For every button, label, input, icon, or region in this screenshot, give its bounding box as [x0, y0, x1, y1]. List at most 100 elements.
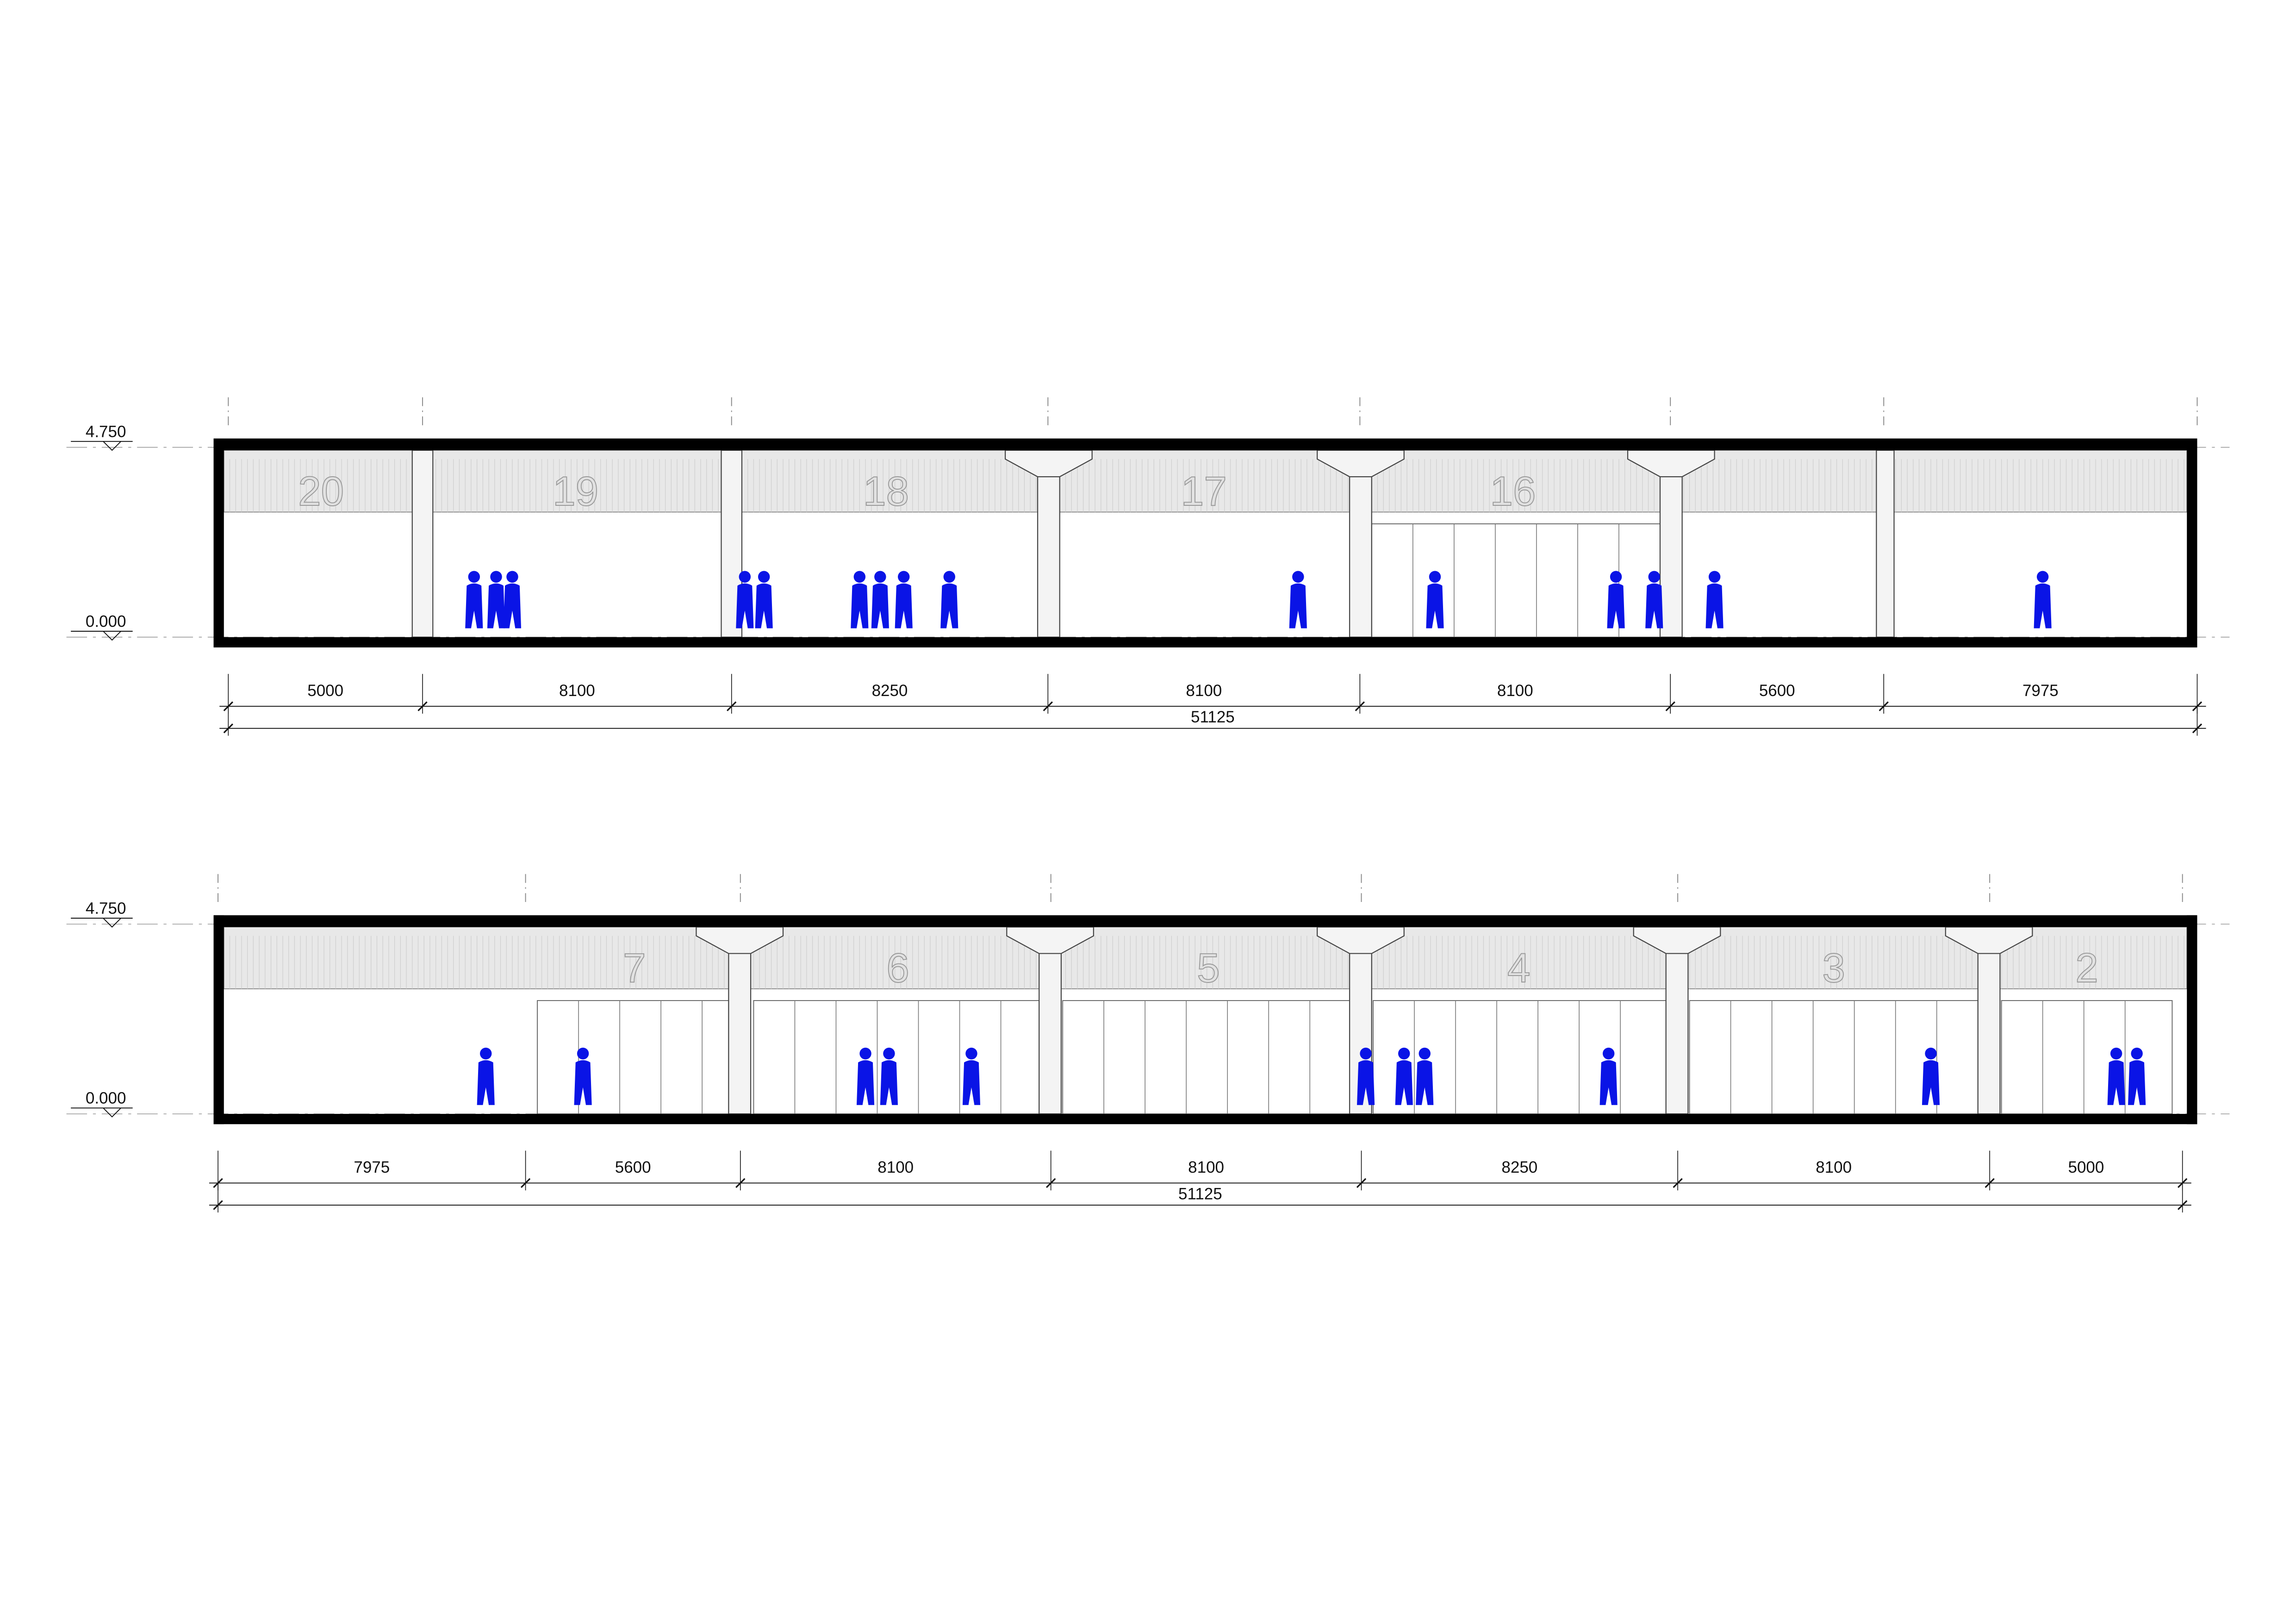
dimension-tick [223, 723, 233, 734]
person-head [758, 571, 770, 583]
person-body [880, 1060, 898, 1105]
glazing [1062, 1000, 1350, 1114]
dimension-label: 5000 [2068, 1158, 2104, 1176]
column [1349, 449, 1372, 638]
person-head [739, 571, 751, 583]
person-head [1648, 571, 1660, 583]
person-body [2034, 583, 2052, 628]
person-body [477, 1060, 495, 1105]
dimension-tick [1045, 1178, 1056, 1188]
dimension-label: 8100 [1188, 1158, 1224, 1176]
dimension-label: 7975 [354, 1158, 390, 1176]
column [728, 926, 752, 1115]
person-body [736, 583, 754, 628]
bay-number: 20 [298, 468, 344, 514]
bay-number: 5 [1197, 945, 1220, 991]
person-head [468, 571, 480, 583]
person-body [1705, 583, 1724, 628]
dimension-tick [417, 701, 428, 711]
dimension-tick [1355, 701, 1365, 711]
person-body [1607, 583, 1625, 628]
level-marker [103, 441, 121, 451]
roof-slab [213, 915, 2197, 927]
glazing [2001, 1000, 2173, 1114]
dimension-tick [735, 1178, 746, 1188]
bay-number: 19 [553, 468, 598, 514]
person-head [2131, 1047, 2143, 1060]
bay-number: 7 [623, 945, 646, 991]
person-body [1289, 583, 1307, 628]
dimension-label: 8100 [1497, 682, 1533, 700]
person-body [1426, 583, 1444, 628]
person-head [853, 571, 866, 583]
person-body [895, 583, 913, 628]
dimension-label: 8100 [1816, 1158, 1852, 1176]
dimension-label: 8100 [559, 682, 595, 700]
person-head [577, 1047, 589, 1060]
bay-number: 16 [1490, 468, 1536, 514]
section: 4.750 0.000 7 6 5 4 3 2 7975 5600 8100 8100 8250 8100… [66, 874, 2230, 1213]
person-head [1419, 1047, 1431, 1060]
person-head [897, 571, 910, 583]
dimension-tick [1985, 1178, 1995, 1188]
dimension-tick [1673, 1178, 1683, 1188]
bay-number: 18 [863, 468, 909, 514]
person-body [1922, 1060, 1940, 1105]
floor-slab [213, 637, 2197, 647]
section: 4.750 0.000 20 19 18 17 16 5000 8100 8250 8100 8100… [66, 397, 2230, 736]
person-head [874, 571, 886, 583]
ceiling-band [223, 927, 2188, 989]
dimension-tick [2192, 723, 2203, 734]
person-body [1416, 1060, 1434, 1105]
person-body [962, 1060, 981, 1105]
glazing [537, 1000, 729, 1114]
person-head [1602, 1047, 1615, 1060]
dimension-tick [213, 1200, 223, 1210]
person-body [1599, 1060, 1618, 1105]
person-body [1356, 1060, 1375, 1105]
end-wall [2187, 915, 2197, 1125]
level-label: 4.750 [86, 423, 126, 441]
person-body [2128, 1060, 2146, 1105]
floor-slab [213, 1113, 2197, 1125]
column [1039, 926, 1062, 1115]
dimension-tick [1879, 701, 1889, 711]
bay-number: 3 [1822, 945, 1845, 991]
person-head [943, 571, 955, 583]
dimension-label: 5000 [307, 682, 343, 700]
dimension-tick [2178, 1200, 2188, 1210]
roof-slab [213, 438, 2197, 450]
dimension-label: 7975 [2022, 682, 2059, 700]
person-head [490, 571, 502, 583]
person-head [1429, 571, 1441, 583]
dimension-tick [1043, 701, 1053, 711]
dimension-tick [1665, 701, 1675, 711]
dimension-tick [727, 701, 737, 711]
total-dimension-label: 51125 [1178, 1185, 1222, 1203]
dimension-tick [520, 1178, 531, 1188]
level-marker [103, 918, 121, 928]
end-wall [2187, 438, 2197, 647]
end-wall [213, 915, 224, 1125]
column [1665, 926, 1689, 1115]
person-head [506, 571, 518, 583]
level-marker [103, 631, 121, 641]
total-dimension-label: 51125 [1191, 708, 1235, 726]
bay-number: 2 [2075, 945, 2098, 991]
dimension-label: 5600 [1759, 682, 1795, 700]
person-body [940, 583, 958, 628]
person-head [1708, 571, 1721, 583]
person-head [1360, 1047, 1372, 1060]
person-head [480, 1047, 492, 1060]
bay-number: 4 [1507, 945, 1531, 991]
dimension-tick [1356, 1178, 1367, 1188]
column [1037, 449, 1060, 638]
person-head [1610, 571, 1622, 583]
person-head [965, 1047, 977, 1060]
person-body [503, 583, 522, 628]
person-head [1292, 571, 1304, 583]
dimension-label: 8100 [1186, 682, 1222, 700]
bay-number: 6 [886, 945, 909, 991]
level-label: 4.750 [86, 899, 126, 917]
